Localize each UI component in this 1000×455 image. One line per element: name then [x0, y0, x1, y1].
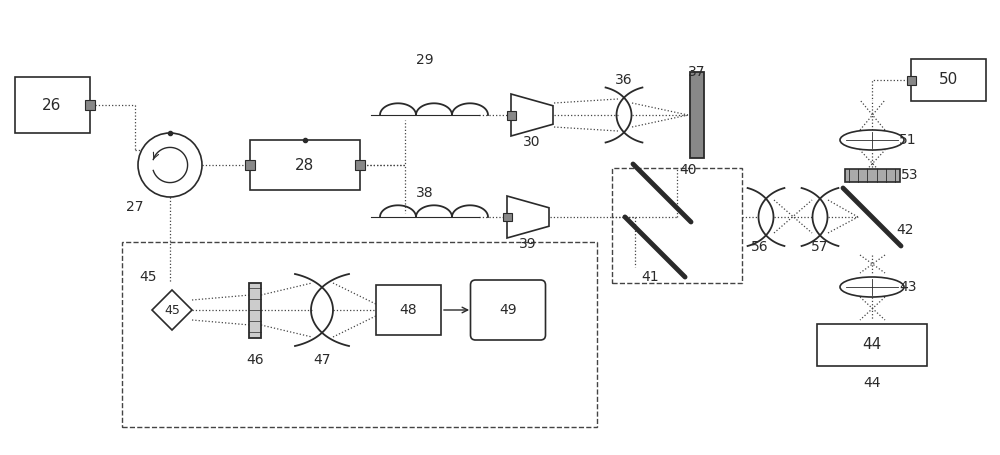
Text: 39: 39 — [519, 237, 537, 251]
Text: 53: 53 — [901, 168, 919, 182]
Bar — [250, 140, 360, 190]
Polygon shape — [507, 196, 549, 238]
Bar — [249, 283, 261, 338]
Bar — [507, 111, 516, 120]
Text: 30: 30 — [523, 135, 541, 149]
Bar — [245, 160, 255, 170]
Text: 44: 44 — [862, 338, 882, 353]
Text: 49: 49 — [499, 303, 517, 317]
Bar — [355, 160, 365, 170]
Text: 57: 57 — [811, 240, 829, 254]
Text: 36: 36 — [615, 73, 633, 87]
Polygon shape — [152, 290, 192, 330]
Text: 40: 40 — [679, 163, 697, 177]
Text: 29: 29 — [416, 53, 434, 67]
Text: 51: 51 — [899, 133, 917, 147]
Text: 42: 42 — [896, 223, 914, 237]
Polygon shape — [511, 94, 553, 136]
Bar — [612, 168, 742, 283]
Text: 43: 43 — [899, 280, 917, 294]
Text: 45: 45 — [139, 270, 157, 284]
Bar — [817, 324, 927, 366]
Text: 37: 37 — [688, 65, 706, 79]
Text: 38: 38 — [416, 186, 434, 200]
Ellipse shape — [840, 277, 904, 297]
Bar — [910, 59, 986, 101]
Bar — [844, 168, 900, 182]
Text: 50: 50 — [938, 72, 958, 87]
Bar — [15, 77, 90, 132]
Ellipse shape — [840, 130, 904, 150]
FancyBboxPatch shape — [471, 280, 546, 340]
Bar — [503, 212, 512, 222]
Text: 45: 45 — [164, 303, 180, 317]
Text: 26: 26 — [42, 97, 62, 112]
Text: 48: 48 — [399, 303, 417, 317]
Text: 47: 47 — [313, 353, 331, 367]
Text: 27: 27 — [126, 200, 144, 214]
Bar — [85, 100, 95, 110]
Bar — [906, 76, 916, 85]
Bar — [690, 72, 704, 157]
Bar — [122, 242, 597, 427]
Text: 28: 28 — [295, 157, 315, 172]
Text: 41: 41 — [641, 270, 659, 284]
Bar — [376, 285, 440, 335]
Circle shape — [138, 133, 202, 197]
Text: 44: 44 — [863, 376, 881, 390]
Text: 46: 46 — [246, 353, 264, 367]
Text: 56: 56 — [751, 240, 769, 254]
